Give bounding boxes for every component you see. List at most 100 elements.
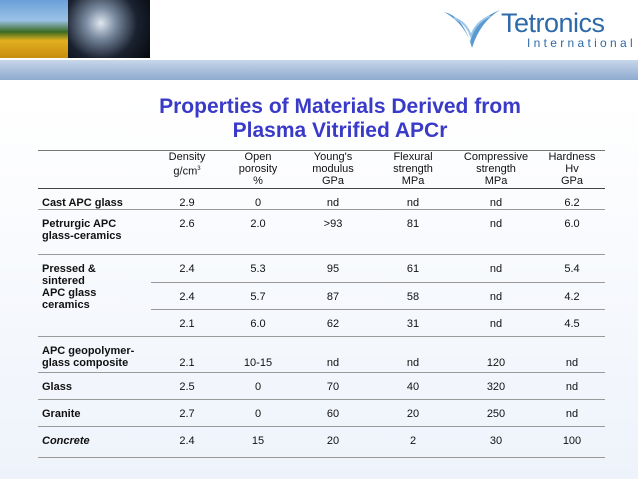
label-line: APC glass [42,287,97,299]
header-line: GPa [293,175,373,187]
value-cell: nd [453,188,539,210]
title-line: Properties of Materials Derived from [159,95,521,118]
header-line: GPa [539,175,605,187]
value-cell: nd [539,372,605,400]
value-cell: 61 [373,254,453,283]
header-text: GPa [560,175,583,187]
value-cell: 2.0 [223,209,293,255]
header-text: MPa [401,175,425,187]
row-label: Concrete [38,426,151,458]
value-cell: 20 [373,399,453,427]
header-text: % [253,175,263,187]
banner [0,60,638,80]
value-cell: 4.5 [539,309,605,337]
value-cell: 58 [373,282,453,310]
value-cell: 40 [373,372,453,400]
value-cell: nd [539,336,605,373]
value-cell: 87 [293,282,373,310]
header-cell: Young's modulus GPa [293,150,373,189]
value-cell: 5.4 [539,254,605,283]
header-cell: Open porosity% [223,150,293,189]
value-cell: 2.4 [151,282,223,310]
value-cell: 95 [293,254,373,283]
value-cell: 70 [293,372,373,400]
header-cell: Hardness Hv GPa [539,150,605,189]
header-line: Flexural [373,151,453,163]
value-cell: nd [453,254,539,283]
header-text: Density [168,151,206,163]
header-text: GPa [321,175,344,187]
value-cell: 0 [223,188,293,210]
logo-icon [444,10,500,48]
value-cell: nd [293,188,373,210]
value-cell: 250 [453,399,539,427]
header-text: Flexural [393,151,433,163]
superscript: 3 [197,166,201,172]
header-line: Hv [539,163,605,175]
label-line: ceramics [42,299,90,311]
header-line: Hardness [539,151,605,163]
value-cell: 6.0 [223,309,293,337]
header-cell [38,150,151,189]
header-row: Density g/cm3 Open porosity% Young's modulus G… [38,150,605,189]
header-text: porosity [238,163,278,175]
value-cell: 10-15 [223,336,293,373]
data-row: APC geopolymer-glass composite 2.1 10-15 nd… [38,336,605,373]
label-line: APC geopolymer- [42,345,135,357]
header-text: strength [476,163,516,175]
value-cell: nd [373,188,453,210]
label-line: glass composite [42,357,129,369]
header-text: Hardness [548,151,596,163]
value-cell: 0 [223,372,293,400]
value-cell: 2.1 [151,336,223,373]
header-line: Compressive [453,151,539,163]
value-cell: 5.3 [223,254,293,283]
value-cell: 6.0 [539,209,605,255]
value-cell: 2.7 [151,399,223,427]
value-cell: 2.5 [151,372,223,400]
value-cell: 31 [373,309,453,337]
header-cell: Density g/cm3 [151,150,223,189]
row-label: APC geopolymer-glass composite [38,336,151,373]
header-text: Open [244,151,272,163]
value-cell: nd [293,336,373,373]
header-photo [68,0,150,58]
value-cell: nd [453,309,539,337]
label-line: Glass [42,381,72,393]
header-line: porosity [223,163,293,175]
value-cell: 81 [373,209,453,255]
header-text: g/cm [173,165,198,178]
value-cell: 2.6 [151,209,223,255]
label-line: glass-ceramics [42,230,122,242]
label-line: Concrete [42,435,90,447]
header-line: Young's [293,151,373,163]
value-cell: 6.2 [539,188,605,210]
header-line: strength [453,163,539,175]
row-label: Pressed & sintered APC glass ceramics [38,254,151,337]
data-row: Pressed & sintered APC glass ceramics 2.4 5.3… [38,254,605,337]
value-cell: nd [373,336,453,373]
value-cell: nd [453,209,539,255]
title-line: Plasma Vitrified APCr [232,119,448,142]
value-cell: 320 [453,372,539,400]
slide-title: Properties of Materials Derived from Pla… [100,95,580,143]
label-line: sintered [42,275,85,287]
header-cell: Compressive strength MPa [453,150,539,189]
properties-table: Density g/cm3 Open porosity% Young's modulus G… [38,150,605,458]
value-cell: >93 [293,209,373,255]
header-text: Young's [313,151,353,163]
value-cell: nd [453,282,539,310]
value-cell: 2.4 [151,426,223,458]
header-text: modulus [312,163,354,175]
row-label: Glass [38,372,151,400]
value-cell: 0 [223,399,293,427]
logo-subtitle: International [527,36,636,50]
value-cell: 15 [223,426,293,458]
